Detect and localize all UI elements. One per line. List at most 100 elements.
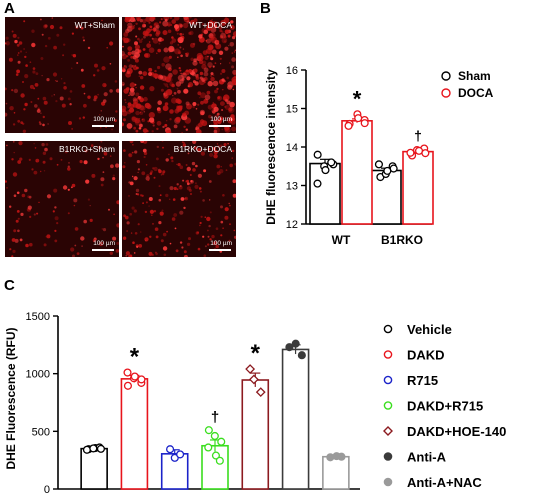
texture-speck — [173, 124, 178, 129]
texture-speck — [42, 123, 45, 127]
significance-marker: † — [414, 128, 422, 144]
texture-speck — [183, 254, 188, 257]
texture-speck — [15, 219, 19, 223]
texture-speck — [208, 45, 210, 47]
data-point — [166, 445, 175, 454]
texture-speck — [149, 209, 154, 214]
y-tick-label: 12 — [286, 219, 298, 231]
texture-speck — [208, 224, 211, 228]
texture-speck — [137, 97, 139, 100]
texture-speck — [93, 95, 98, 100]
texture-speck — [71, 54, 74, 56]
texture-speck — [23, 20, 26, 23]
texture-speck — [170, 24, 173, 26]
texture-speck — [229, 223, 231, 226]
texture-speck — [35, 158, 40, 163]
texture-speck — [16, 191, 20, 195]
texture-speck — [231, 126, 236, 132]
texture-speck — [51, 17, 54, 19]
texture-speck — [132, 241, 135, 244]
texture-speck — [232, 31, 236, 38]
texture-speck — [126, 123, 133, 129]
scale-bar — [209, 125, 231, 127]
texture-speck — [185, 101, 190, 106]
y-tick-label: 14 — [286, 142, 298, 154]
texture-speck — [179, 185, 182, 187]
texture-speck — [46, 78, 50, 82]
texture-speck — [97, 93, 99, 96]
texture-speck — [164, 83, 169, 87]
texture-speck — [162, 20, 169, 27]
texture-speck — [159, 194, 162, 197]
texture-speck — [171, 159, 174, 163]
texture-speck — [126, 70, 130, 75]
texture-speck — [55, 100, 58, 103]
texture-speck — [176, 188, 179, 191]
texture — [5, 141, 119, 257]
texture-speck — [186, 186, 191, 191]
texture-speck — [5, 41, 10, 46]
texture-speck — [49, 24, 55, 30]
texture-speck — [17, 119, 21, 123]
texture-speck — [189, 182, 192, 185]
texture-speck — [68, 162, 70, 164]
texture-speck — [217, 145, 221, 149]
texture-speck — [157, 109, 162, 114]
texture-speck — [213, 119, 219, 125]
texture-speck — [125, 87, 130, 91]
texture-speck — [151, 37, 154, 40]
texture-speck — [25, 64, 28, 67]
texture-speck — [71, 128, 73, 130]
texture-speck — [13, 88, 19, 94]
texture-speck — [165, 24, 167, 26]
texture-speck — [139, 85, 145, 90]
texture-speck — [207, 243, 210, 246]
texture-speck — [186, 182, 190, 186]
texture-speck — [156, 52, 158, 55]
texture-speck — [97, 157, 100, 161]
texture-speck — [19, 157, 23, 161]
texture-speck — [221, 37, 228, 44]
texture-speck — [129, 82, 136, 88]
texture-speck — [139, 111, 144, 115]
texture-speck — [99, 114, 101, 116]
texture-speck — [226, 100, 231, 105]
texture-speck — [161, 209, 164, 212]
texture-speck — [155, 30, 161, 35]
texture-speck — [145, 201, 148, 204]
texture-speck — [34, 104, 38, 108]
texture-speck — [227, 35, 231, 38]
texture-speck — [21, 193, 26, 198]
texture-speck — [224, 215, 229, 220]
texture-speck — [41, 33, 44, 36]
texture-speck — [126, 230, 128, 232]
texture-speck — [135, 193, 138, 195]
data-point — [313, 150, 322, 159]
texture-speck — [84, 149, 88, 153]
texture-speck — [5, 112, 8, 117]
texture-speck — [192, 80, 196, 84]
texture-speck — [162, 232, 167, 237]
texture-speck — [140, 99, 142, 101]
texture-speck — [229, 101, 235, 108]
texture-speck — [144, 210, 148, 214]
texture-speck — [232, 69, 236, 75]
texture-speck — [115, 88, 119, 93]
data-point — [389, 164, 398, 173]
texture-speck — [203, 67, 209, 73]
texture-speck — [186, 103, 192, 110]
texture-speck — [122, 105, 127, 112]
texture-speck — [68, 121, 72, 125]
texture-speck — [174, 17, 180, 21]
texture-speck — [233, 51, 236, 53]
texture-speck — [128, 107, 135, 113]
texture-speck — [5, 42, 7, 45]
texture-speck — [183, 250, 187, 254]
texture-speck — [29, 215, 32, 218]
data-point — [327, 158, 336, 167]
x-tick-label: B1RKO — [381, 233, 423, 247]
legend-marker — [441, 71, 451, 81]
data-point — [210, 431, 219, 440]
texture-speck — [91, 173, 96, 178]
texture-speck — [179, 241, 183, 244]
